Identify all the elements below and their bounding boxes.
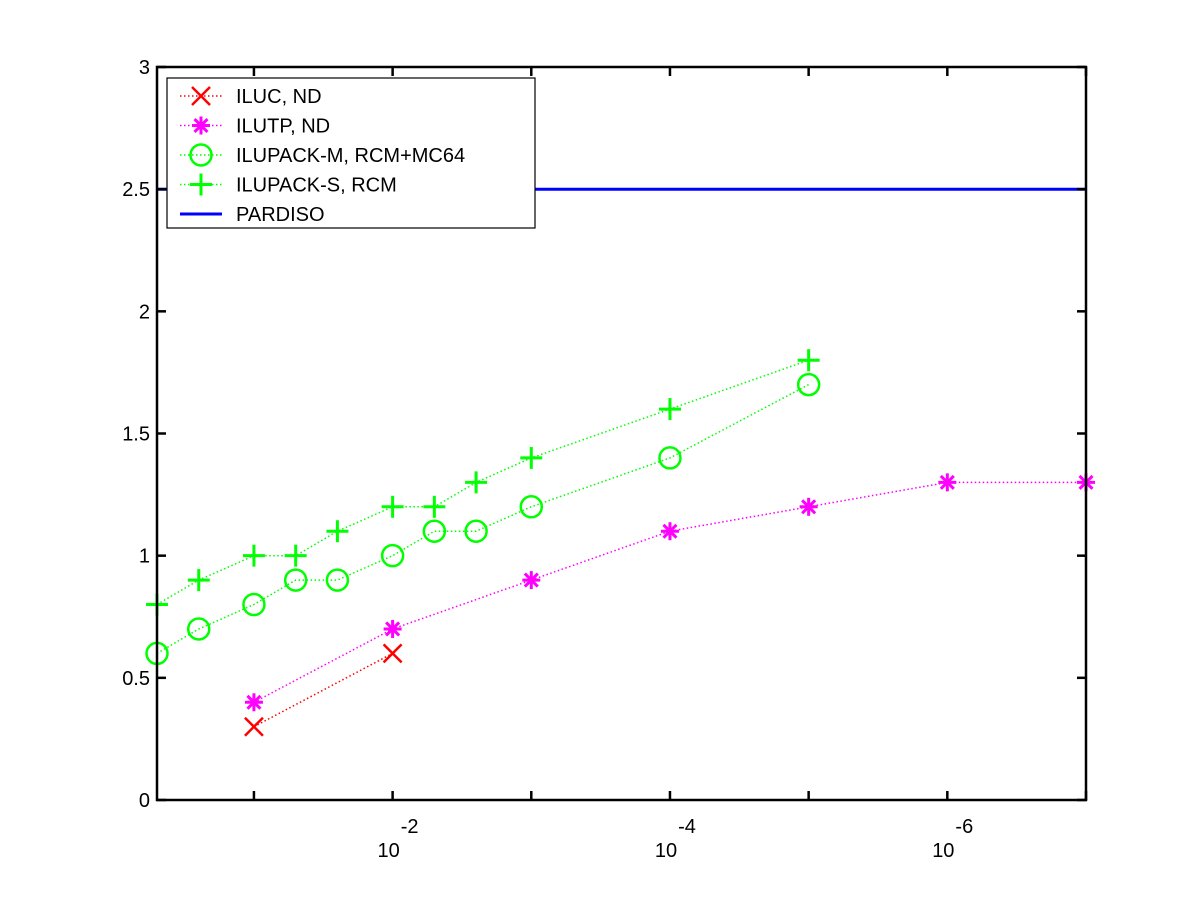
data-point: [465, 471, 488, 494]
marker-stroke: [662, 523, 678, 539]
x-tick-label-base: 10: [655, 840, 677, 862]
data-point: [658, 446, 682, 470]
data-point: [325, 568, 350, 592]
data-point: [797, 349, 820, 372]
marker-stroke: [244, 716, 264, 737]
legend-entry: ILUC, ND: [180, 86, 322, 108]
data-point: [519, 495, 544, 519]
marker-stroke: [939, 474, 955, 490]
x-tick-label-exponent: -4: [678, 816, 696, 838]
data-point: [242, 544, 265, 567]
series-3: [146, 349, 820, 616]
data-point: [422, 519, 447, 543]
marker-stroke: [191, 86, 211, 106]
legend-entry: ILUTP, ND: [180, 116, 330, 138]
data-point: [283, 568, 308, 592]
marker-stroke: [382, 643, 403, 664]
series-1: [244, 473, 1095, 712]
y-tick-label: 3: [139, 57, 150, 79]
x-tick-label-base: 10: [932, 840, 954, 862]
legend-entry: ILUPACK-M, RCM+MC64: [180, 143, 465, 167]
legend-marker: [191, 86, 211, 106]
data-point: [660, 522, 679, 541]
x-tick-label-base: 10: [377, 840, 399, 862]
series-line: [156, 383, 809, 655]
legend-box: [166, 77, 536, 229]
data-point: [799, 497, 818, 516]
legend-entry: PARDISO: [180, 204, 325, 226]
y-tick-label: 2: [139, 301, 150, 323]
data-point: [244, 716, 264, 737]
marker-stroke: [246, 694, 262, 710]
y-tick-label: 0.5: [122, 668, 150, 690]
data-point: [938, 473, 957, 492]
y-tick-label: 1.5: [122, 424, 150, 446]
data-point: [423, 495, 446, 518]
x-tick-label: 10-4: [655, 816, 696, 862]
legend-label: ILUPACK-S, RCM: [236, 175, 397, 197]
data-point: [284, 544, 307, 567]
y-tick-label: 1: [139, 546, 150, 568]
marker-stroke: [385, 621, 401, 637]
x-tick-label: 10-6: [932, 816, 973, 862]
legend-label: ILUC, ND: [236, 86, 322, 108]
marker-stroke: [801, 499, 817, 515]
series-line: [156, 359, 809, 606]
x-tick-label: 10-2: [377, 816, 418, 862]
data-point: [381, 495, 404, 518]
series-2: [145, 372, 821, 666]
data-point: [658, 398, 681, 421]
series-0: [244, 643, 403, 737]
legend-entry: ILUPACK-S, RCM: [180, 173, 397, 197]
x-tick-label-exponent: -6: [955, 816, 973, 838]
data-point: [464, 519, 488, 543]
legend: ILUC, ND ILUTP, ND ILUPACK-M, RCM+MC64 ILUP…: [166, 77, 536, 229]
data-point: [380, 543, 405, 568]
y-tick-label: 2.5: [122, 179, 150, 201]
data-point: [520, 446, 543, 469]
data-point: [796, 372, 821, 397]
legend-marker: [190, 173, 212, 196]
data-point: [326, 520, 349, 543]
marker-stroke: [193, 117, 209, 134]
data-point: [187, 569, 210, 592]
legend-label: ILUTP, ND: [236, 116, 330, 138]
marker-stroke: [523, 572, 539, 588]
data-point: [242, 592, 266, 617]
data-point: [244, 693, 263, 712]
y-tick-label: 0: [139, 790, 150, 812]
legend-label: PARDISO: [236, 204, 325, 226]
data-point: [186, 617, 211, 641]
data-point: [522, 571, 541, 590]
data-point: [382, 643, 403, 664]
legend-marker: [189, 143, 213, 167]
legend-marker: [192, 116, 210, 135]
x-tick-label-exponent: -2: [401, 816, 419, 838]
legend-label: ILUPACK-M, RCM+MC64: [236, 145, 465, 167]
data-point: [383, 619, 402, 638]
